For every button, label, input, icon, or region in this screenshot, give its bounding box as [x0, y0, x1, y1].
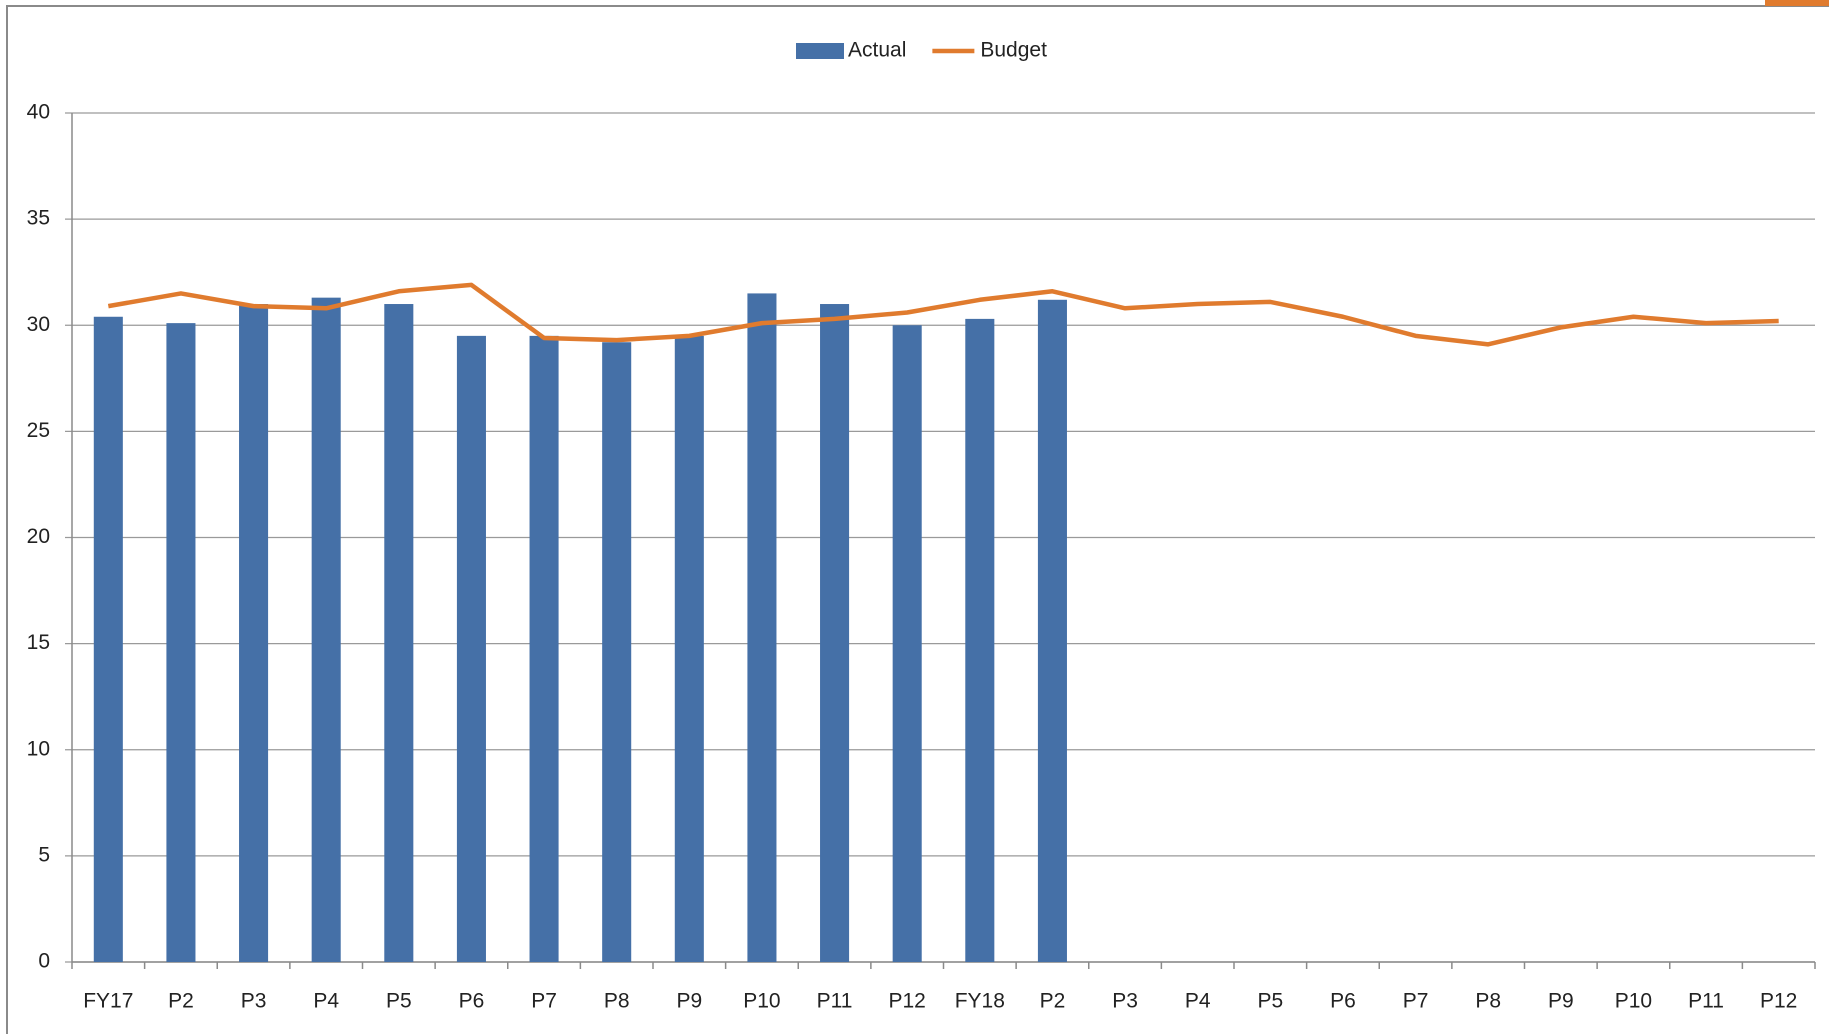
y-tick-label: 5: [38, 843, 50, 866]
bar: [965, 318, 995, 962]
x-tick-label: P5: [386, 990, 412, 1013]
x-tick-label: P6: [459, 990, 485, 1013]
x-tick-label: P11: [1688, 990, 1724, 1013]
y-tick-label: 25: [27, 419, 50, 442]
bar: [239, 304, 269, 962]
y-tick-label: 30: [27, 313, 50, 336]
x-tick-label: P4: [1185, 990, 1211, 1013]
x-tick-label: P9: [676, 990, 702, 1013]
legend-swatch: [796, 43, 844, 59]
x-tick-label: P12: [889, 990, 926, 1013]
x-tick-label: P4: [313, 990, 339, 1013]
bar: [166, 323, 196, 962]
bar: [747, 293, 777, 963]
x-tick-label: P2: [168, 990, 194, 1013]
x-tick-label: P6: [1330, 990, 1356, 1013]
bar: [456, 335, 486, 962]
x-tick-label: P11: [817, 990, 853, 1013]
x-tick-label: P3: [241, 990, 267, 1013]
x-tick-label: P5: [1257, 990, 1283, 1013]
x-tick-label: P12: [1760, 990, 1797, 1013]
y-tick-label: 35: [27, 207, 50, 230]
bar: [529, 335, 559, 962]
x-tick-label: P7: [1403, 990, 1429, 1013]
x-tick-label: P10: [743, 990, 780, 1013]
bar: [1037, 299, 1067, 962]
bar: [674, 335, 704, 962]
y-tick-label: 0: [38, 950, 50, 973]
bar: [311, 297, 341, 963]
x-tick-label: P8: [1475, 990, 1501, 1013]
corner-decoration: [1765, 0, 1829, 6]
x-tick-label: P10: [1615, 990, 1652, 1013]
bar: [93, 316, 123, 962]
x-tick-label: P8: [604, 990, 630, 1013]
bar: [602, 342, 632, 963]
y-tick-label: 15: [27, 631, 50, 654]
legend-label: Budget: [980, 39, 1047, 62]
x-tick-label: P7: [531, 990, 557, 1013]
x-tick-label: P3: [1112, 990, 1138, 1013]
x-tick-label: FY17: [83, 990, 133, 1013]
line: [107, 282, 1779, 347]
x-tick-label: P9: [1548, 990, 1574, 1013]
x-tick-label: P2: [1040, 990, 1066, 1013]
bar: [384, 304, 414, 962]
legend-label: Actual: [848, 39, 906, 62]
y-tick-label: 10: [27, 737, 50, 760]
bar: [892, 325, 922, 962]
y-tick-label: 40: [27, 101, 50, 124]
x-tick-label: FY18: [955, 990, 1005, 1013]
bar: [820, 304, 850, 962]
y-tick-label: 20: [27, 525, 50, 548]
